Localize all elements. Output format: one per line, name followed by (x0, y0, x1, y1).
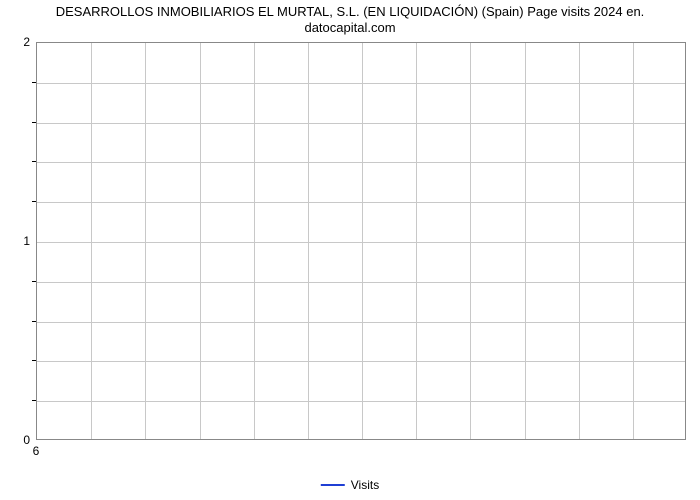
y-minor-tick (32, 122, 36, 123)
plot-area (36, 42, 686, 440)
grid-line-vertical (200, 43, 201, 439)
y-minor-tick (32, 281, 36, 282)
y-minor-tick (32, 321, 36, 322)
grid-line-vertical (416, 43, 417, 439)
grid-line-horizontal (37, 242, 685, 243)
y-minor-tick (32, 82, 36, 83)
y-tick-label: 0 (14, 433, 30, 447)
y-minor-tick (32, 400, 36, 401)
grid-line-vertical (254, 43, 255, 439)
grid-line-vertical (470, 43, 471, 439)
grid-line-horizontal (37, 123, 685, 124)
grid-line-horizontal (37, 162, 685, 163)
chart-title-line2: datocapital.com (304, 20, 395, 35)
grid-line-horizontal (37, 282, 685, 283)
grid-line-vertical (633, 43, 634, 439)
y-tick-label: 2 (14, 35, 30, 49)
legend: Visits (321, 478, 379, 492)
grid-line-vertical (362, 43, 363, 439)
y-minor-tick (32, 360, 36, 361)
grid-line-horizontal (37, 401, 685, 402)
y-minor-tick (32, 161, 36, 162)
chart-title: DESARROLLOS INMOBILIARIOS EL MURTAL, S.L… (0, 0, 700, 37)
grid-line-horizontal (37, 202, 685, 203)
grid-line-vertical (579, 43, 580, 439)
x-tick-label: 6 (33, 444, 40, 458)
grid-line-vertical (525, 43, 526, 439)
legend-label: Visits (351, 478, 379, 492)
grid-line-vertical (145, 43, 146, 439)
y-tick-label: 1 (14, 234, 30, 248)
grid-line-vertical (91, 43, 92, 439)
chart-container: DESARROLLOS INMOBILIARIOS EL MURTAL, S.L… (0, 0, 700, 500)
chart-title-line1: DESARROLLOS INMOBILIARIOS EL MURTAL, S.L… (56, 4, 645, 19)
grid-line-vertical (308, 43, 309, 439)
y-minor-tick (32, 201, 36, 202)
grid-line-horizontal (37, 361, 685, 362)
grid-line-horizontal (37, 83, 685, 84)
legend-swatch (321, 484, 345, 486)
grid-line-horizontal (37, 322, 685, 323)
